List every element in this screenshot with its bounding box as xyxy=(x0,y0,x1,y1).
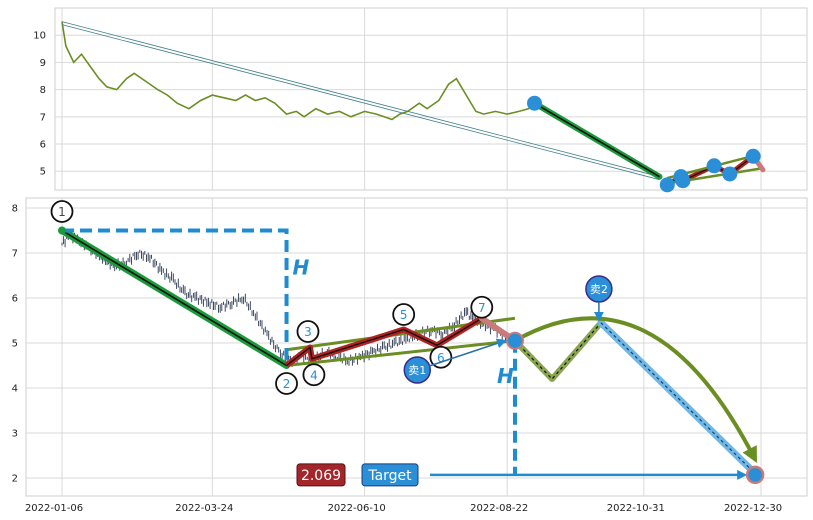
pattern-point-circle xyxy=(470,295,494,319)
detail-channel-lower xyxy=(286,339,516,367)
detail-y-tick-label: 7 xyxy=(12,249,18,260)
detail-frame xyxy=(25,197,808,497)
pattern-point-label: 1 xyxy=(58,205,66,219)
pattern-point-label: 2 xyxy=(283,377,291,391)
overview-trend-line xyxy=(61,24,660,181)
detail-x-tick-label: 2022-12-30 xyxy=(724,503,782,514)
detail-grid xyxy=(26,198,807,496)
detail-projection xyxy=(430,316,765,485)
pattern-point-label: 7 xyxy=(478,301,486,315)
target-value-badge xyxy=(296,463,346,487)
detail-labels: 1 2 3 4 5 6 7 卖1 卖2 H H 2.069 Target xyxy=(50,200,613,487)
detail-pattern xyxy=(58,226,518,369)
overview-y-tick-label: 6 xyxy=(40,140,46,151)
overview-series xyxy=(61,21,536,121)
detail-x-tick-label: 2022-01-06 xyxy=(25,503,83,514)
pattern-point-label: 3 xyxy=(304,325,312,339)
target-value-text: 2.069 xyxy=(301,468,341,484)
overview-grid xyxy=(55,8,807,190)
pattern-point-circle xyxy=(275,372,298,395)
overview-trend-center xyxy=(534,102,660,178)
detail-projection-center xyxy=(514,322,602,380)
sell-point-label: 卖1 xyxy=(408,364,426,377)
detail-x-tick-label: 2022-06-10 xyxy=(328,503,386,514)
pattern-point-circle xyxy=(429,345,453,369)
target-badge xyxy=(361,463,419,487)
overview-marker xyxy=(745,148,761,164)
detail-x-tick-label: 2022-08-22 xyxy=(470,503,528,514)
detail-y-ticks: 2 3 4 5 6 7 8 xyxy=(12,204,18,485)
detail-projection-zigzag xyxy=(512,320,604,382)
target-badge-text: Target xyxy=(367,468,412,484)
detail-projection-down xyxy=(597,319,759,477)
detail-projection-arc xyxy=(513,316,757,464)
overview-trend-lines xyxy=(61,21,766,187)
height-label-projection: H xyxy=(497,364,514,388)
detail-height-bracket xyxy=(62,228,289,366)
height-label: H xyxy=(293,256,310,280)
pattern-point-circle xyxy=(302,363,326,387)
pattern-point-circle xyxy=(296,320,320,343)
pattern-point-label: 5 xyxy=(400,308,408,322)
detail-trend-center xyxy=(61,229,287,367)
overview-marker xyxy=(706,158,722,174)
detail-x-tick-label: 2022-10-31 xyxy=(607,503,665,514)
pattern-point-label: 6 xyxy=(437,351,445,365)
overview-panel: 5 6 7 8 9 10 xyxy=(33,7,808,193)
pattern-point-circle xyxy=(50,200,74,223)
sell-point-marker xyxy=(403,356,432,384)
detail-target-marker xyxy=(745,465,765,485)
overview-trend-line xyxy=(61,21,660,178)
detail-x-ticks: 2022-01-06 2022-03-24 2022-06-10 2022-08-22… xyxy=(25,503,782,514)
pattern-point-label: 4 xyxy=(310,368,318,382)
pattern-point-circle xyxy=(392,303,416,326)
overview-marker xyxy=(659,177,675,193)
overview-y-tick-label: 5 xyxy=(40,167,46,178)
overview-y-ticks: 5 6 7 8 9 10 xyxy=(33,31,46,178)
overview-y-tick-label: 9 xyxy=(40,58,46,69)
overview-y-tick-label: 7 xyxy=(40,112,46,123)
detail-y-tick-label: 4 xyxy=(12,384,18,395)
detail-end-marker xyxy=(505,331,524,350)
overview-price-line xyxy=(61,21,536,121)
detail-y-tick-label: 6 xyxy=(12,294,18,305)
overview-marker xyxy=(722,166,738,182)
detail-x-tick-label: 2022-03-24 xyxy=(175,503,233,514)
detail-y-tick-label: 2 xyxy=(12,474,18,485)
detail-y-tick-label: 8 xyxy=(12,204,18,215)
overview-y-tick-label: 10 xyxy=(33,31,46,42)
overview-marker xyxy=(675,173,691,189)
sell-point-arrow xyxy=(429,338,507,367)
overview-marker xyxy=(527,95,543,111)
detail-zigzag-center xyxy=(286,317,483,367)
sell-point-label: 卖2 xyxy=(590,283,608,296)
detail-start-dot xyxy=(58,226,66,235)
overview-frame xyxy=(54,7,808,191)
overview-y-tick-label: 8 xyxy=(40,85,46,96)
overview-markers xyxy=(527,95,761,193)
detail-y-tick-label: 5 xyxy=(12,339,18,350)
detail-y-tick-label: 3 xyxy=(12,429,18,440)
